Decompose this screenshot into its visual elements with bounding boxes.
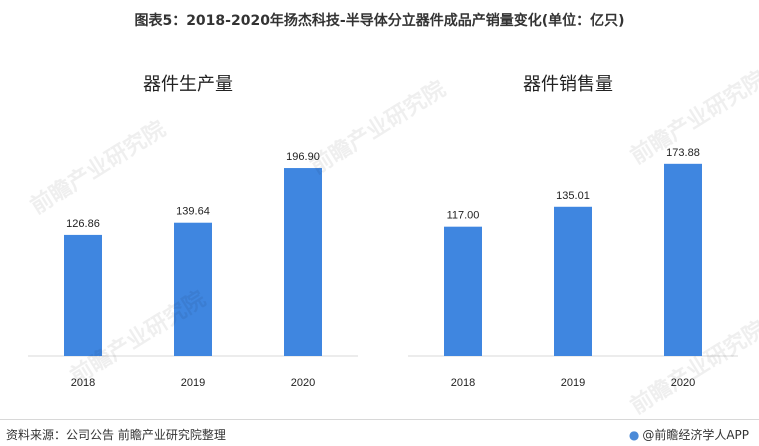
bar-2018 [64,234,102,356]
x-tick-label-2019: 2019 [561,377,585,389]
data-label-2019: 135.01 [556,190,590,202]
data-label-2020: 196.90 [286,151,320,163]
x-tick-label-2020: 2020 [291,377,315,389]
bar-2019 [174,222,212,356]
production-chart: 器件生产量 126.86 2018 139.64 2019 196.90 2020 [8,56,368,406]
footer: 资料来源：公司公告 前瞻产业研究院整理 ● @前瞻经济学人APP [0,419,759,446]
data-label-2019: 139.64 [176,206,210,218]
figure-title: 图表5：2018-2020年扬杰科技-半导体分立器件成品产销量变化(单位：亿只) [134,13,625,29]
x-tick-label-2018: 2018 [71,377,95,389]
x-tick-label-2019: 2019 [181,377,205,389]
data-label-2020: 173.88 [666,147,700,159]
sales-chart: 器件销售量 117.00 2018 135.01 2019 173.88 2020 [388,56,748,406]
data-label-2018: 117.00 [447,210,480,222]
bar-2020 [664,163,702,356]
production-bars: 126.86 2018 139.64 2019 196.90 2020 [28,151,358,389]
brand-logo-icon: ● [628,428,640,442]
source-text: 资料来源：公司公告 前瞻产业研究院整理 [6,428,226,442]
sales-bars: 117.00 2018 135.01 2019 173.88 2020 [408,147,738,389]
brand: ● @前瞻经济学人APP [629,426,749,443]
brand-text: @前瞻经济学人APP [642,428,749,442]
bar-2020 [284,168,322,356]
bar-2018 [444,226,482,356]
data-label-2018: 126.86 [66,218,100,230]
bar-2019 [554,206,592,356]
x-tick-label-2020: 2020 [671,377,695,389]
x-tick-label-2018: 2018 [451,377,475,389]
chart-title: 器件生产量 [143,74,233,95]
chart-title: 器件销售量 [523,74,613,95]
